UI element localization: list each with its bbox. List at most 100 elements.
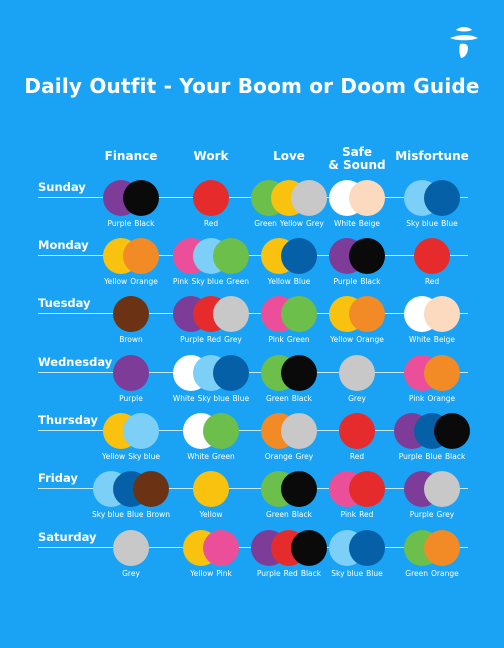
color-caption: Purple Black [302,277,412,286]
color-name: Brown [119,335,143,344]
color-swatch-green [213,238,249,274]
color-dots [244,471,334,507]
color-name: Purple [398,452,423,461]
color-caption: White Beige [302,219,412,228]
color-cell-finance: Brown [86,296,176,354]
color-dots [312,471,402,507]
color-dots [166,413,256,449]
color-caption: Red [302,452,412,461]
color-name: Red [283,569,298,578]
color-name: Black [291,394,312,403]
color-cell-love: Orange Grey [244,413,334,471]
color-name: Yellow [190,569,214,578]
color-caption: Purple Red Grey [156,335,266,344]
color-name: Orange [431,569,459,578]
color-dots [312,413,402,449]
day-row-monday: Monday Yellow Orange Pink Sky blue Green Yello… [0,238,504,296]
color-caption: Sky blue Blue [302,569,412,578]
color-name: Grey [295,452,314,461]
color-name: Grey [306,219,324,228]
color-caption: Pink Orange [377,394,487,403]
color-name: Red [424,277,440,286]
color-dots [166,355,256,391]
color-dots [86,238,176,274]
color-cell-finance: Purple Black [86,180,176,238]
column-header-love: Love [273,149,305,163]
color-caption: Green Black [234,394,344,403]
color-name: Green [226,277,250,286]
color-name: Black [291,510,312,519]
color-dots [86,180,176,216]
color-swatch-black [281,471,317,507]
color-swatch-blue [349,530,385,566]
color-name: Blue [293,277,311,286]
color-cell-misfortune: White Beige [387,296,477,354]
color-dots [312,355,402,391]
day-row-thursday: Thursday Yellow Sky blue White Green Orange Gr… [0,413,504,471]
color-name: Red [349,452,365,461]
color-name: Orange [427,394,456,403]
color-name: Green [405,569,428,578]
color-name: Black [134,219,155,228]
color-caption: Yellow [156,510,266,519]
color-caption: Red [377,277,487,286]
color-caption: Pink Sky blue Green [156,277,266,286]
color-name: Purple [107,219,132,228]
color-cell-love: Green Black [244,471,334,529]
color-cell-love: Yellow Blue [244,238,334,296]
telenor-logo-icon [450,27,478,58]
color-swatch-yellow [193,471,229,507]
color-caption: Green Yellow Grey [234,219,344,228]
color-caption: Sky blue Blue Brown [76,510,186,519]
day-row-tuesday: Tuesday Brown Purple Red Grey Pink Green Yellow… [0,296,504,354]
color-name: White [187,452,210,461]
color-caption: Brown [76,335,186,344]
day-label: Sunday [38,180,86,194]
color-cell-misfortune: Sky blue Blue [387,180,477,238]
column-header-misfortune: Misfortune [395,149,469,163]
color-name: Green [212,452,235,461]
color-cell-work: Red [166,180,256,238]
color-dots [387,180,477,216]
color-swatch-orange [424,355,460,391]
color-swatch-red [414,238,450,274]
color-name: Orange [130,277,158,286]
color-swatch-grey [424,471,460,507]
color-cell-safe-sound: Pink Red [312,471,402,529]
color-caption: Purple [76,394,186,403]
color-name: Purple [333,277,358,286]
color-caption: White Sky blue Blue [156,394,266,403]
color-name: Purple [409,510,434,519]
color-swatch-blue [424,180,460,216]
color-name: Green [254,219,277,228]
color-cell-misfortune: Purple Grey [387,471,477,529]
color-caption: Purple Grey [377,510,487,519]
color-dots [86,355,176,391]
color-caption: Yellow Pink [156,569,266,578]
color-dots [166,180,256,216]
color-name: Yellow [330,335,354,344]
color-caption: Grey [302,394,412,403]
color-dots [166,530,256,566]
row-divider-line [38,255,468,256]
color-swatch-red [339,413,375,449]
color-cell-finance: Sky blue Blue Brown [86,471,176,529]
color-cell-finance: Yellow Sky blue [86,413,176,471]
color-name: Yellow [267,277,291,286]
column-header-safe-sound: Safe & Sound [328,145,386,172]
day-label: Monday [38,238,89,252]
color-dots [86,413,176,449]
color-name: Sky blue [406,219,439,228]
color-caption: Pink Red [302,510,412,519]
row-divider-line [38,372,468,373]
color-swatch-green [203,413,239,449]
color-cell-love: Purple Red Black [244,530,334,588]
color-caption: Yellow Orange [76,277,186,286]
color-name: Yellow [104,277,128,286]
color-swatch-orange [123,238,159,274]
color-dots [244,530,334,566]
color-name: Yellow [102,452,126,461]
color-name: Blue [232,394,250,403]
color-name: Orange [264,452,293,461]
color-cell-work: Pink Sky blue Green [166,238,256,296]
